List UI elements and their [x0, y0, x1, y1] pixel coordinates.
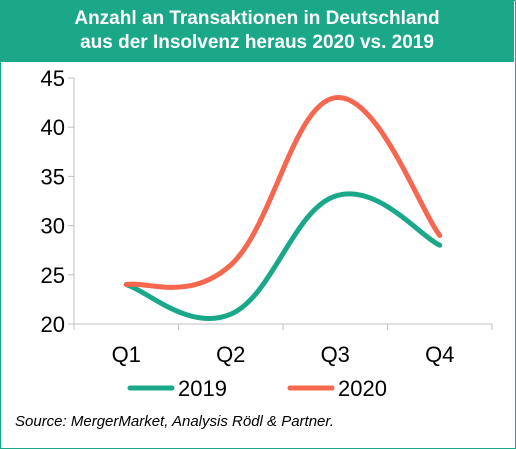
x-tick-label: Q2: [216, 342, 245, 367]
y-tick-label: 45: [41, 66, 65, 91]
chart-title: Anzahl an Transaktionen in Deutschland a…: [0, 0, 514, 62]
legend-label-2019: 2019: [178, 376, 227, 401]
y-tick-label: 30: [41, 214, 65, 239]
chart-title-line-2: aus der Insolvenz heraus 2020 vs. 2019: [80, 32, 434, 53]
series-line-2019: [123, 191, 443, 322]
chart-legend: 2019 2020: [127, 376, 387, 401]
series-lines: [123, 95, 443, 322]
chart-title-line-1: Anzahl an Transaktionen in Deutschland: [74, 8, 440, 29]
legend-label-2020: 2020: [338, 376, 387, 401]
source-note: Source: MergerMarket, Analysis Rödl & Pa…: [15, 413, 335, 430]
y-axis-ticks: 20 25 30 35 40 45: [41, 66, 74, 337]
x-tick-label: Q1: [112, 342, 141, 367]
y-tick-label: 20: [41, 312, 65, 337]
y-tick-label: 40: [41, 115, 65, 140]
x-tick-label: Q3: [321, 342, 350, 367]
x-axis-ticks: Q1 Q2 Q3 Q4: [73, 324, 493, 367]
x-tick-label: Q4: [425, 342, 454, 367]
series-line-2020: [123, 95, 443, 290]
y-tick-label: 25: [41, 263, 65, 288]
y-tick-label: 35: [41, 164, 65, 189]
